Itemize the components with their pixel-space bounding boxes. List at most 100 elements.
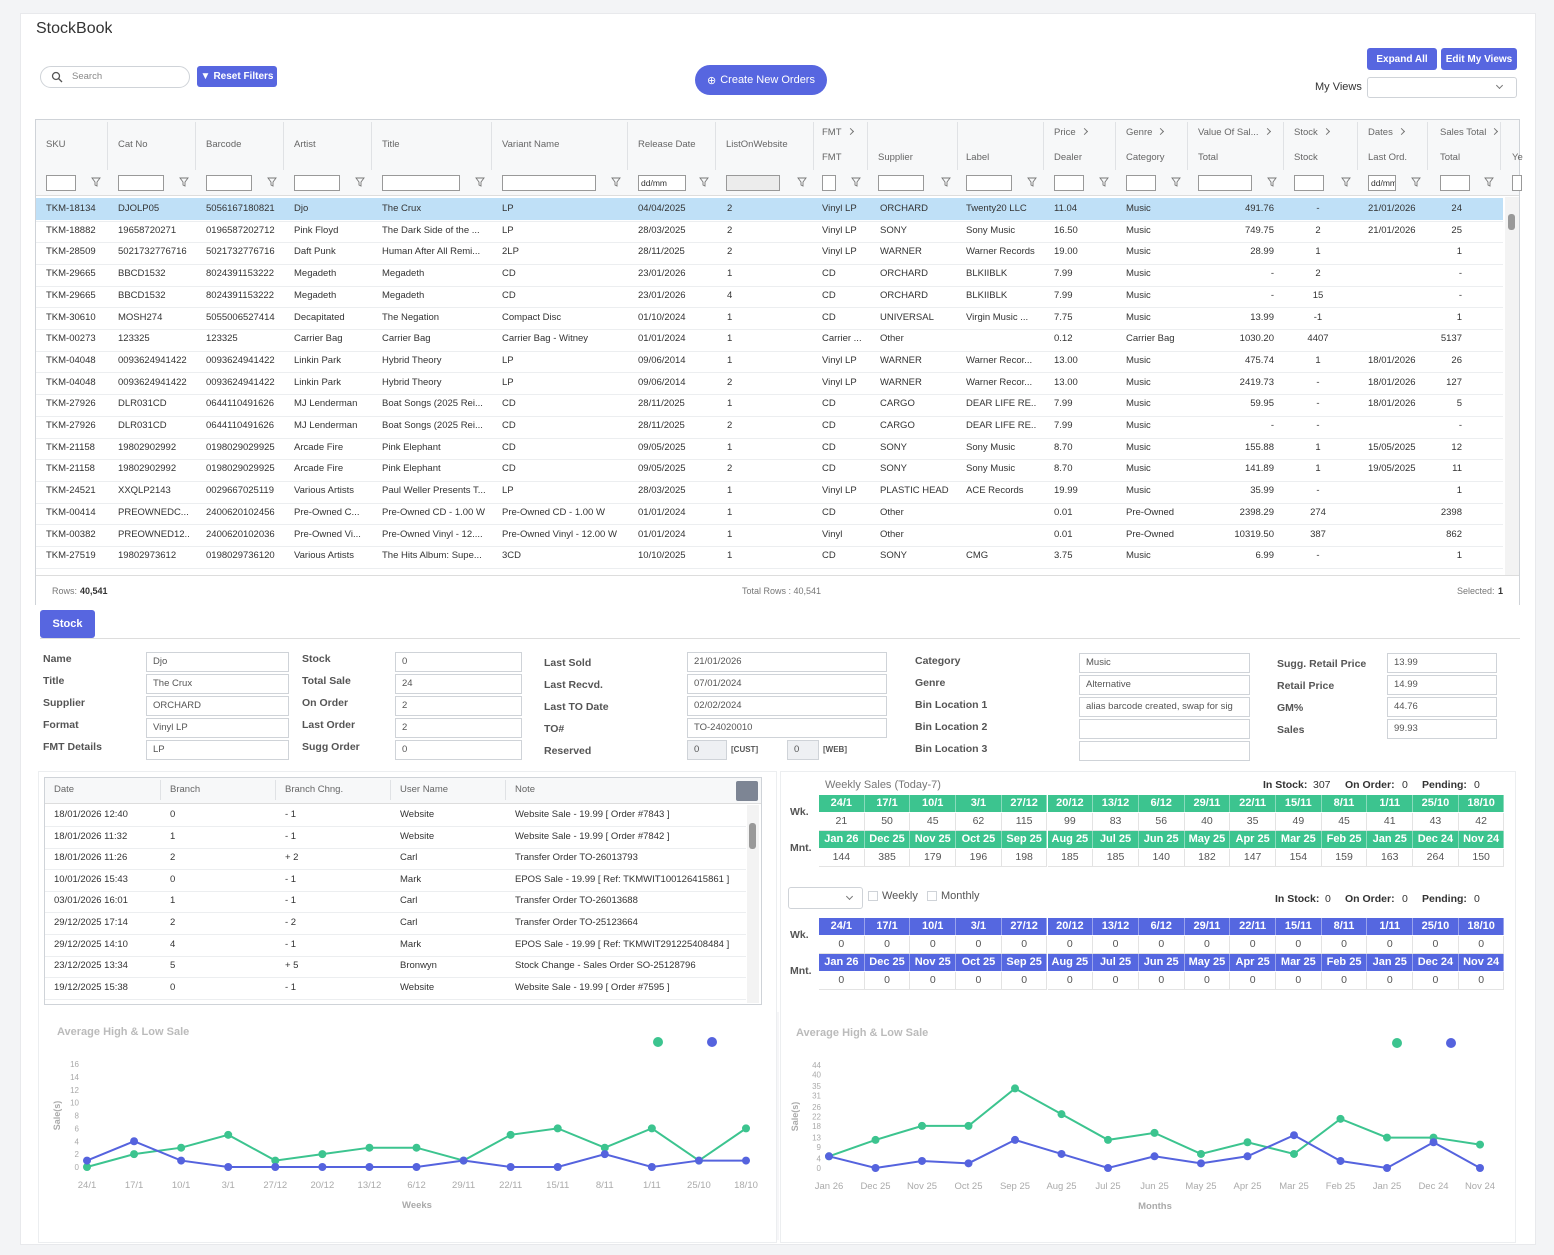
field-input[interactable]: TO-24020010: [687, 718, 887, 738]
filter-input[interactable]: [1294, 175, 1324, 191]
grid-cell: 7.99: [1054, 397, 1109, 411]
grid-cell: TKM-29665: [46, 267, 101, 281]
field-input[interactable]: 07/01/2024: [687, 674, 887, 694]
field-input[interactable]: 21/01/2026: [687, 652, 887, 672]
grid-cell: 0198029029925: [206, 441, 277, 455]
grid-cell: 5055006527414: [206, 311, 277, 325]
field-input[interactable]: Music: [1079, 653, 1250, 673]
period-header: 20/12: [1048, 795, 1094, 812]
field-input[interactable]: Djo: [146, 652, 289, 672]
filter-input[interactable]: [878, 175, 924, 191]
sales-value: 0: [1002, 936, 1048, 954]
filter-input[interactable]: dd/mm: [638, 175, 686, 191]
filter-input[interactable]: dd/mm: [1368, 175, 1396, 191]
filter-input[interactable]: [1440, 175, 1470, 191]
period-select[interactable]: [788, 887, 863, 909]
stat-label: Pending:: [1422, 892, 1467, 906]
history-cell: Transfer Order TO-26013688: [515, 894, 743, 908]
grid-cell: -1: [1278, 311, 1358, 325]
filter-input[interactable]: [1054, 175, 1084, 191]
row-divider: [36, 524, 1503, 525]
grid-cell: Vinyl LP: [822, 224, 861, 238]
grid-cell: DEAR LIFE RE...: [966, 397, 1037, 411]
grid-cell: CARGO: [880, 397, 953, 411]
grid-cell: 1: [727, 354, 808, 368]
field-input[interactable]: [1079, 741, 1250, 761]
period-header: Nov 24: [1459, 831, 1505, 848]
filter-input[interactable]: [118, 175, 164, 191]
filter-input[interactable]: [1198, 175, 1252, 191]
row-divider: [45, 999, 746, 1000]
sales-value: 0: [1276, 936, 1322, 954]
stock-tab[interactable]: Stock: [40, 610, 95, 638]
monthly-checkbox[interactable]: [927, 891, 937, 901]
history-cell: EPOS Sale - 19.99 [ Ref: TKMWIT291225408…: [515, 938, 743, 952]
field-input[interactable]: 24: [395, 674, 522, 694]
grid-cell: TKM-18882: [46, 224, 101, 238]
field-input[interactable]: The Crux: [146, 674, 289, 694]
filter-input[interactable]: [382, 175, 460, 191]
grid-cell: CD: [502, 419, 621, 433]
grid-cell: 749.75: [1194, 224, 1274, 238]
field-input[interactable]: Vinyl LP: [146, 718, 289, 738]
field-input[interactable]: 0: [395, 652, 522, 672]
field-input[interactable]: [1079, 719, 1250, 739]
period-header: 24/1: [819, 795, 865, 812]
field-input[interactable]: LP: [146, 740, 289, 760]
field-input[interactable]: 2: [395, 696, 522, 716]
filter-input[interactable]: [502, 175, 596, 191]
expand-all-button[interactable]: Expand All: [1367, 48, 1437, 70]
grid-cell: 19802902992: [118, 441, 189, 455]
column-separator: [715, 122, 716, 170]
field-input[interactable]: 2: [395, 718, 522, 738]
my-views-select[interactable]: [1367, 77, 1517, 98]
sales-value: 40: [1185, 813, 1231, 831]
sales-value: 49: [1276, 813, 1322, 831]
grid-cell: Various Artists: [294, 484, 365, 498]
grid-cell: Music: [1126, 267, 1181, 281]
field-input[interactable]: 13.99: [1387, 653, 1497, 673]
filter-input[interactable]: [1126, 175, 1156, 191]
field-input[interactable]: 0: [395, 740, 522, 760]
filter-input[interactable]: [1512, 175, 1522, 191]
period-header: 24/1: [819, 918, 865, 935]
filter-input[interactable]: [966, 175, 1012, 191]
grid-cell: 274: [1278, 506, 1358, 520]
field-input[interactable]: 99.93: [1387, 719, 1497, 739]
sales-value: 182: [1185, 849, 1231, 867]
reset-filters-button[interactable]: ▼Reset Filters: [197, 66, 277, 87]
field-input[interactable]: 0: [787, 740, 819, 760]
field-input[interactable]: alias barcode created, swap for sig: [1079, 697, 1250, 717]
grid-cell: 11: [1382, 462, 1462, 476]
expand-icon[interactable]: [736, 781, 758, 801]
grid-cell: -: [1382, 419, 1462, 433]
filter-icon: [1484, 177, 1494, 187]
filter-input[interactable]: [822, 175, 836, 191]
period-header: Oct 25: [956, 831, 1002, 848]
field-input[interactable]: 0: [687, 740, 727, 760]
footer-rows: 40,541: [80, 584, 108, 598]
grid-cell: Arcade Fire: [294, 441, 365, 455]
field-input[interactable]: 44.76: [1387, 697, 1497, 717]
field-input[interactable]: Alternative: [1079, 675, 1250, 695]
field-input[interactable]: 02/02/2024: [687, 696, 887, 716]
search-box[interactable]: Search: [40, 66, 190, 88]
grid-cell: 23/01/2026: [638, 267, 709, 281]
field-input[interactable]: ORCHARD: [146, 696, 289, 716]
field-input[interactable]: 14.99: [1387, 675, 1497, 695]
filter-input[interactable]: [206, 175, 252, 191]
edit-views-button[interactable]: Edit My Views: [1441, 48, 1517, 70]
weekly-checkbox[interactable]: [868, 891, 878, 901]
grid-cell: Vinyl LP: [822, 484, 861, 498]
sales-value: 0: [1230, 972, 1276, 990]
column-header: Supplier: [878, 151, 953, 165]
create-orders-button[interactable]: ⊕Create New Orders: [695, 65, 827, 95]
filter-input[interactable]: [726, 175, 780, 191]
filter-input[interactable]: [46, 175, 76, 191]
filter-input[interactable]: [294, 175, 340, 191]
column-separator: [283, 122, 284, 170]
grid-cell: Pre-Owned Vinyl - 12.00 W: [502, 528, 621, 542]
sales-value: 198: [1002, 849, 1048, 867]
field-label: Format: [43, 718, 79, 732]
sales-value: 0: [1185, 972, 1231, 990]
